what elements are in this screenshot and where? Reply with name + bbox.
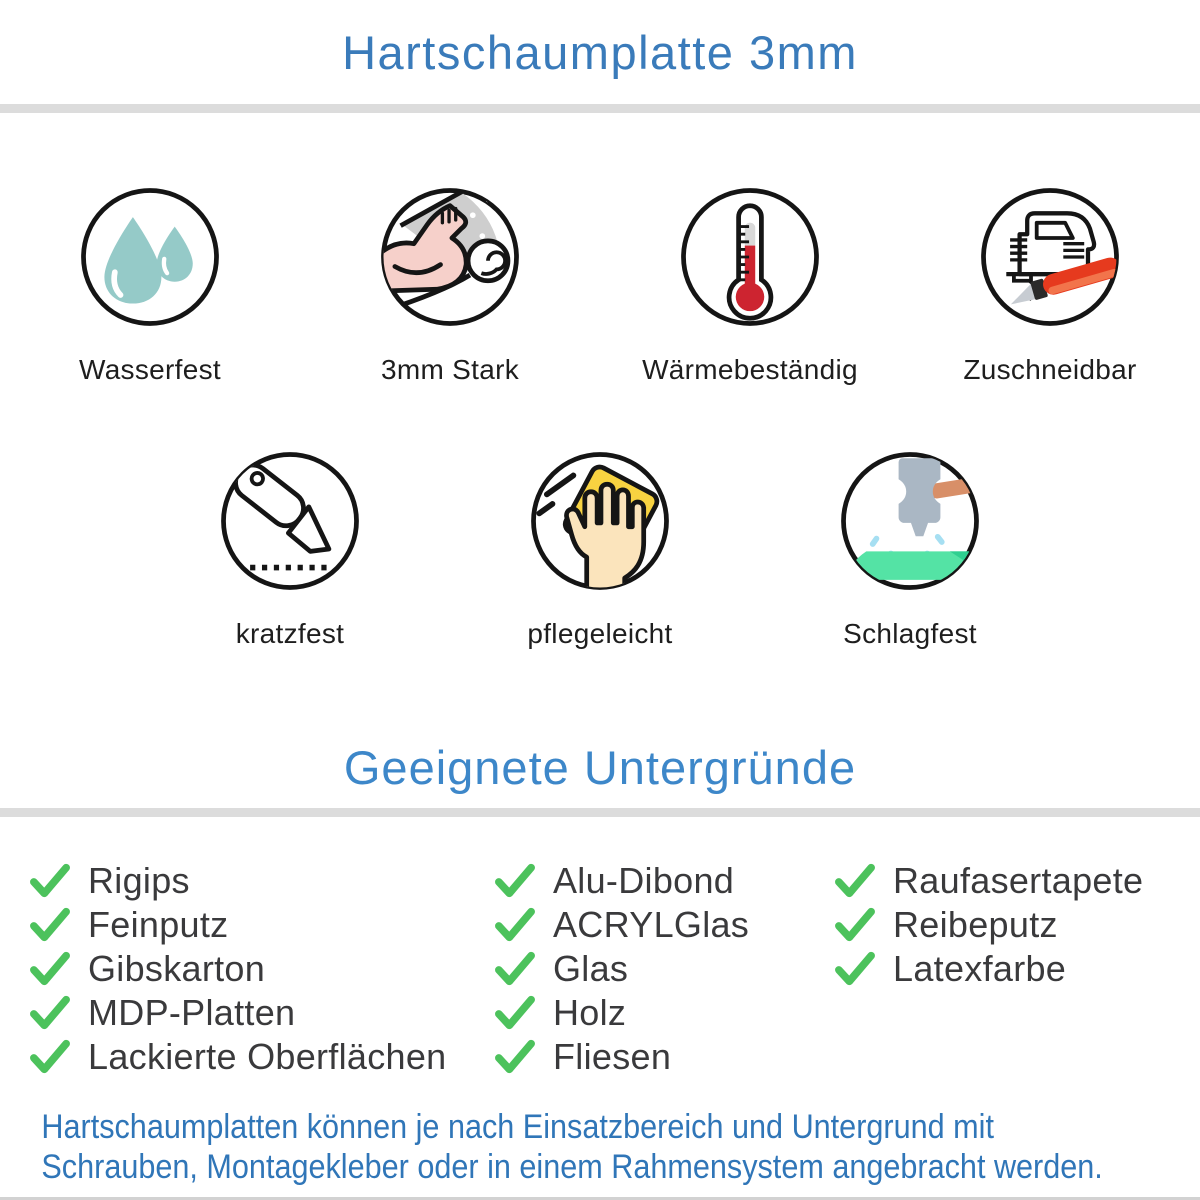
substrates-column-1: Rigips Feinputz Gibskarton MDP-Platten L… bbox=[28, 859, 493, 1079]
list-item-label: Latexfarbe bbox=[893, 948, 1067, 989]
section-title-untergruende: Geeignete Untergründe bbox=[343, 741, 857, 794]
list-item: Gibskarton bbox=[28, 947, 493, 991]
list-item: ACRYLGlas bbox=[493, 903, 833, 947]
check-icon bbox=[30, 907, 70, 942]
feature-label-3mm-stark: 3mm Stark bbox=[380, 354, 520, 385]
check-icon bbox=[495, 907, 535, 942]
list-item-label: Gibskarton bbox=[88, 948, 266, 989]
list-item: Reibeputz bbox=[833, 903, 1200, 947]
list-item: Latexfarbe bbox=[833, 947, 1200, 991]
list-item: Fliesen bbox=[493, 1035, 833, 1079]
check-icon bbox=[835, 907, 875, 942]
list-item-label: Alu-Dibond bbox=[553, 860, 735, 901]
hammer-icon bbox=[841, 452, 979, 590]
muscle-arm-icon bbox=[381, 188, 519, 326]
mounting-note-line-2: Schrauben, Montagekleber oder in einem R… bbox=[41, 1148, 1103, 1186]
feature-label-pflegeleicht: pflegeleicht bbox=[527, 618, 673, 649]
check-icon bbox=[30, 951, 70, 986]
check-icon bbox=[495, 995, 535, 1030]
list-item-label: Glas bbox=[553, 948, 629, 989]
list-item: Rigips bbox=[28, 859, 493, 903]
feature-waermebestaendig: Wärmebeständig bbox=[600, 181, 900, 386]
check-icon bbox=[30, 1039, 70, 1074]
utility-knife-icon bbox=[221, 452, 359, 590]
substrates-column-3: Raufasertapete Reibeputz Latexfarbe bbox=[833, 859, 1200, 1079]
cleaning-hand-icon bbox=[531, 452, 669, 590]
list-item-label: Raufasertapete bbox=[893, 860, 1144, 901]
feature-schlagfest: Schlagfest bbox=[755, 445, 1065, 650]
feature-zuschneidbar: Zuschneidbar bbox=[900, 181, 1200, 386]
feature-label-kratzfest: kratzfest bbox=[235, 618, 345, 649]
list-item-label: Lackierte Oberflächen bbox=[88, 1036, 447, 1077]
list-item-label: Reibeputz bbox=[893, 904, 1058, 945]
check-icon bbox=[835, 863, 875, 898]
features-row-2: kratzfest pflegeleicht bbox=[0, 445, 1200, 650]
list-item: Feinputz bbox=[28, 903, 493, 947]
divider-middle bbox=[0, 808, 1200, 817]
features-row-1: Wasserfest 3mm Stark bbox=[0, 181, 1200, 386]
list-item: Glas bbox=[493, 947, 833, 991]
water-drops-icon bbox=[81, 188, 219, 326]
list-item: Raufasertapete bbox=[833, 859, 1200, 903]
list-item-label: Rigips bbox=[88, 860, 190, 901]
check-icon bbox=[30, 863, 70, 898]
check-icon bbox=[30, 995, 70, 1030]
feature-label-schlagfest: Schlagfest bbox=[843, 618, 977, 649]
list-item: Lackierte Oberflächen bbox=[28, 1035, 493, 1079]
page-title: Hartschaumplatte 3mm bbox=[342, 26, 858, 79]
jigsaw-cutter-icon bbox=[981, 188, 1119, 326]
list-item-label: Fliesen bbox=[553, 1036, 672, 1077]
feature-label-zuschneidbar: Zuschneidbar bbox=[963, 354, 1137, 385]
feature-label-waermebestaendig: Wärmebeständig bbox=[642, 354, 858, 385]
check-icon bbox=[495, 1039, 535, 1074]
feature-label-wasserfest: Wasserfest bbox=[79, 354, 221, 385]
bottom-divider bbox=[0, 1197, 1200, 1200]
check-icon bbox=[495, 863, 535, 898]
mounting-note-line-1: Hartschaumplatten können je nach Einsatz… bbox=[41, 1108, 994, 1146]
list-item-label: MDP-Platten bbox=[88, 992, 296, 1033]
substrates-column-2: Alu-Dibond ACRYLGlas Glas Holz Fliesen bbox=[493, 859, 833, 1079]
list-item-label: Feinputz bbox=[88, 904, 229, 945]
check-icon bbox=[835, 951, 875, 986]
thermometer-icon bbox=[681, 188, 819, 326]
list-item: MDP-Platten bbox=[28, 991, 493, 1035]
feature-pflegeleicht: pflegeleicht bbox=[445, 445, 755, 650]
list-item: Holz bbox=[493, 991, 833, 1035]
divider-top bbox=[0, 104, 1200, 113]
check-icon bbox=[495, 951, 535, 986]
feature-wasserfest: Wasserfest bbox=[0, 181, 300, 386]
list-item-label: Holz bbox=[553, 992, 627, 1033]
list-item: Alu-Dibond bbox=[493, 859, 833, 903]
mounting-note: Hartschaumplatten können je nach Einsatz… bbox=[0, 1107, 1200, 1187]
substrates-list: Rigips Feinputz Gibskarton MDP-Platten L… bbox=[0, 859, 1200, 1079]
feature-3mm-stark: 3mm Stark bbox=[300, 181, 600, 386]
list-item-label: ACRYLGlas bbox=[553, 904, 750, 945]
feature-kratzfest: kratzfest bbox=[135, 445, 445, 650]
